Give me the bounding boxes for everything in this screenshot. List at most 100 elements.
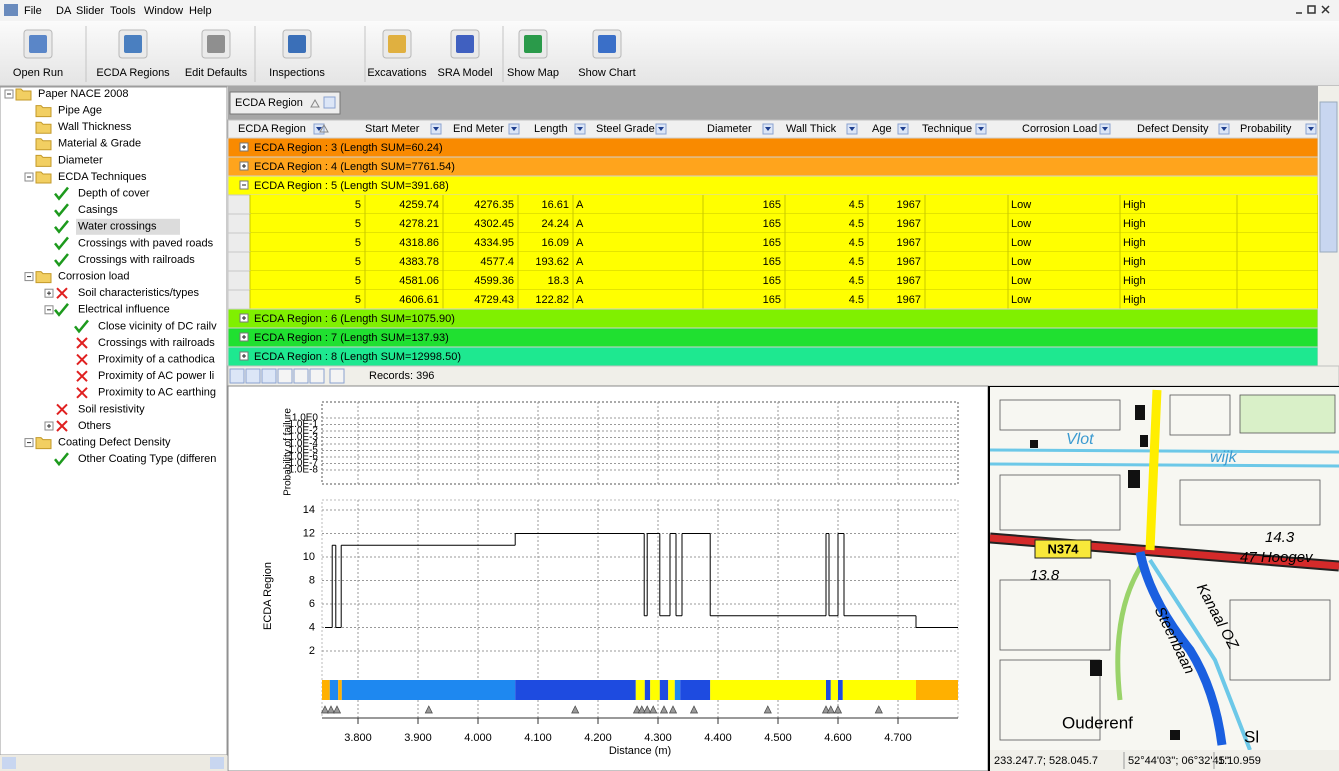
- tree-node-label[interactable]: Soil resistivity: [78, 403, 145, 415]
- cell: 165: [763, 275, 781, 287]
- folder-icon: [16, 89, 31, 100]
- cell: 4.5: [849, 256, 864, 268]
- toolbar-label[interactable]: SRA Model: [437, 67, 492, 79]
- navigator-button[interactable]: [262, 369, 276, 383]
- toolbar-icon: [598, 35, 616, 53]
- cell: 165: [763, 294, 781, 306]
- group-label: ECDA Region : 3 (Length SUM=60.24): [254, 142, 443, 154]
- column-header[interactable]: Start Meter: [365, 123, 420, 135]
- toolbar-label[interactable]: Inspections: [269, 67, 325, 79]
- tree-node-label[interactable]: Crossings with railroads: [98, 337, 215, 349]
- toolbar-icon: [207, 35, 225, 53]
- tree-node-label[interactable]: Depth of cover: [78, 188, 150, 200]
- tree-node-label[interactable]: Corrosion load: [58, 271, 130, 283]
- menu-item[interactable]: DA: [56, 5, 72, 17]
- tree-node-label[interactable]: Other Coating Type (differen: [78, 453, 216, 465]
- tree-node-label[interactable]: Others: [78, 420, 112, 432]
- column-header[interactable]: Technique: [922, 123, 972, 135]
- menu-item[interactable]: Help: [189, 5, 212, 17]
- navigator-button[interactable]: [310, 369, 324, 383]
- navigator-button[interactable]: [330, 369, 344, 383]
- probability-band: [675, 680, 680, 700]
- column-header[interactable]: ECDA Region: [238, 123, 306, 135]
- cell: 5: [355, 275, 361, 287]
- column-header[interactable]: Wall Thick: [786, 123, 837, 135]
- tree-node-label[interactable]: Paper NACE 2008: [38, 88, 129, 100]
- cell: 18.3: [548, 275, 569, 287]
- tree-node-label[interactable]: Pipe Age: [58, 105, 102, 117]
- map-label: Sl: [1244, 727, 1259, 746]
- toolbar-label[interactable]: Excavations: [367, 67, 427, 79]
- column-header[interactable]: End Meter: [453, 123, 504, 135]
- probability-band: [668, 680, 675, 700]
- tree-node-label[interactable]: Proximity of AC power li: [98, 370, 214, 382]
- column-header[interactable]: Corrosion Load: [1022, 123, 1097, 135]
- cell: 4599.36: [474, 275, 514, 287]
- tree-node-label[interactable]: Casings: [78, 204, 118, 216]
- scroll-left[interactable]: [2, 757, 16, 769]
- tree-hscrollbar[interactable]: [0, 755, 227, 771]
- tree-node-label[interactable]: Coating Defect Density: [58, 437, 171, 449]
- menu-item[interactable]: Slider: [76, 5, 104, 17]
- cell: A: [576, 294, 584, 306]
- folder-icon: [36, 155, 51, 166]
- row-indicator: [228, 214, 250, 233]
- x-tick-label: 4.600: [824, 732, 852, 744]
- tree-node-label[interactable]: Wall Thickness: [58, 121, 132, 133]
- probability-band: [843, 680, 916, 700]
- tree-node-label[interactable]: Close vicinity of DC railv: [98, 320, 217, 332]
- column-header[interactable]: Age: [872, 123, 892, 135]
- cell: A: [576, 218, 584, 230]
- x-tick-label: 3.900: [404, 732, 432, 744]
- x-tick-label: 4.700: [884, 732, 912, 744]
- row-indicator: [228, 195, 250, 214]
- map-label: Vlot: [1066, 431, 1094, 448]
- cell: 5: [355, 237, 361, 249]
- prob-axis-label: Probability of failure: [283, 408, 294, 496]
- toolbar-label[interactable]: Edit Defaults: [185, 67, 248, 79]
- row-indicator: [228, 252, 250, 271]
- cell: 165: [763, 218, 781, 230]
- group-label: ECDA Region : 5 (Length SUM=391.68): [254, 180, 449, 192]
- toolbar-label[interactable]: Show Map: [507, 67, 559, 79]
- navigator-button[interactable]: [278, 369, 292, 383]
- tree-node-label[interactable]: Soil characteristics/types: [78, 287, 200, 299]
- cell: 1967: [897, 275, 921, 287]
- y-tick-label: 6: [309, 598, 315, 610]
- menu-item[interactable]: Tools: [110, 5, 136, 17]
- column-header[interactable]: Steel Grade: [596, 123, 655, 135]
- cell: 165: [763, 256, 781, 268]
- cell: 1967: [897, 199, 921, 211]
- tree-node-label[interactable]: Electrical influence: [78, 304, 170, 316]
- cell: 24.24: [541, 218, 569, 230]
- grid-scroll-thumb[interactable]: [1320, 102, 1337, 252]
- navigator-button[interactable]: [230, 369, 244, 383]
- y-tick-label: 2: [309, 645, 315, 657]
- navigator-button[interactable]: [294, 369, 308, 383]
- column-header[interactable]: Probability: [1240, 123, 1292, 135]
- menu-item[interactable]: File: [24, 5, 42, 17]
- x-axis-label: Distance (m): [609, 745, 671, 757]
- column-header[interactable]: Defect Density: [1137, 123, 1209, 135]
- tree-node-label[interactable]: Crossings with railroads: [78, 254, 195, 266]
- scroll-right[interactable]: [210, 757, 224, 769]
- tree-node-label[interactable]: Water crossings: [78, 221, 157, 233]
- menu-item[interactable]: Window: [144, 5, 183, 17]
- toolbar-label[interactable]: ECDA Regions: [96, 67, 170, 79]
- tree-node-label[interactable]: Crossings with paved roads: [78, 237, 214, 249]
- group-by-label: ECDA Region: [235, 97, 303, 109]
- tree-node-label[interactable]: ECDA Techniques: [58, 171, 147, 183]
- column-header[interactable]: Diameter: [707, 123, 752, 135]
- navigator-button[interactable]: [246, 369, 260, 383]
- probability-band: [826, 680, 831, 700]
- tree-node-label[interactable]: Material & Grade: [58, 138, 141, 150]
- column-header[interactable]: Length: [534, 123, 568, 135]
- tree-node-label[interactable]: Diameter: [58, 154, 103, 166]
- toolbar-label[interactable]: Show Chart: [578, 67, 635, 79]
- cell: High: [1123, 218, 1146, 230]
- folder-icon: [36, 272, 51, 283]
- tree-node-label[interactable]: Proximity of a cathodica: [98, 354, 216, 366]
- group-by-filter[interactable]: [324, 97, 335, 108]
- toolbar-label[interactable]: Open Run: [13, 67, 63, 79]
- tree-node-label[interactable]: Proximity to AC earthing: [98, 387, 216, 399]
